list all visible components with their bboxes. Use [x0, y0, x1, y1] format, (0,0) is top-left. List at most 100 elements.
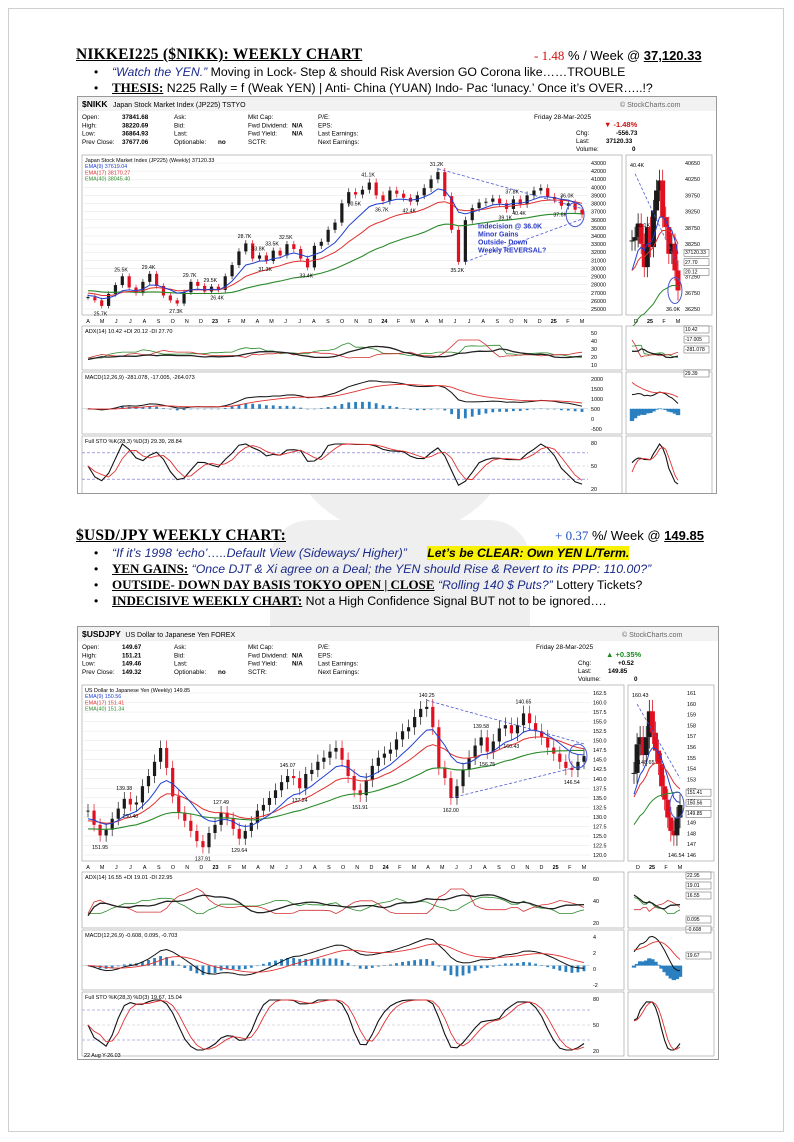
side-ema9-line: [631, 216, 679, 271]
side-value-tag: 10.42: [685, 327, 698, 333]
candle-body: [196, 281, 200, 286]
quote-label: Bid:: [174, 652, 185, 659]
quote-label: Low:: [82, 131, 96, 138]
macd-histogram-bar: [292, 957, 296, 966]
side-candle-body: [646, 711, 652, 738]
quote-label: Prev Close:: [82, 669, 115, 676]
adx-label: ADX(14) 16.55 +DI 19.01 -DI 22.95: [85, 875, 173, 881]
macd-histogram-bar: [251, 403, 255, 409]
side-value-tag-box: [685, 871, 712, 880]
x-axis-tick: O: [171, 319, 175, 325]
side-macd-histogram-bar: [671, 965, 677, 981]
candle-body: [425, 706, 429, 709]
price-label: 29.5K: [204, 278, 218, 284]
sto-label: Full STO %K(28,3) %D(3) 19.67, 15.04: [85, 995, 182, 1001]
nikkei-change-pct: - 1.48: [534, 48, 565, 63]
bullet-text: Lottery Tickets?: [552, 578, 643, 592]
side-x-axis-tick: F: [662, 319, 666, 325]
macd-histogram-bar: [560, 408, 563, 411]
candle-body: [122, 798, 126, 809]
macd-histogram-bar: [189, 408, 193, 410]
side-candle-body: [659, 763, 665, 787]
side-value-tag-box: [685, 810, 712, 818]
candle-body: [364, 780, 368, 796]
quote-value: N/A: [292, 122, 303, 129]
candle-body: [165, 747, 169, 768]
price-label: 137.24: [292, 798, 308, 804]
x-axis-tick: A: [313, 865, 317, 871]
macd-histogram-bar: [532, 408, 536, 410]
macd-histogram-bar: [425, 959, 429, 966]
macd-histogram-bar: [237, 965, 241, 970]
side-minus-di-line: [631, 339, 679, 358]
side-macd-histogram-bar: [675, 408, 681, 416]
candle-body: [381, 195, 385, 201]
side-value-tag-box: [685, 788, 712, 797]
side-candle-body: [632, 237, 638, 241]
macd-histogram-bar: [457, 408, 460, 419]
quote-label: SCTR:: [248, 669, 267, 676]
candle-body: [279, 782, 284, 791]
macd-histogram-bar: [216, 408, 220, 410]
price-label: 145.07: [280, 763, 296, 769]
candle-body: [292, 776, 296, 779]
side-value-tag-box: [685, 799, 712, 807]
macd-histogram-bar: [286, 957, 290, 966]
side-value-tag-box: [683, 345, 710, 354]
sto-d-line: [87, 443, 583, 481]
usdjpy-weekly-chart: $USDJPY US Dollar to Japanese Yen FOREX © …: [78, 627, 718, 1059]
candle-body: [292, 244, 296, 250]
candle-body: [534, 723, 538, 732]
side-value-tag: 149.85: [687, 811, 703, 817]
macd-histogram-bar: [437, 965, 441, 967]
x-axis-tick: D: [368, 319, 372, 325]
bullet-lead: YEN GAINS:: [112, 561, 189, 576]
side-macd-histogram-bar: [650, 959, 655, 966]
date-range-footer: 22 Aug Y-26.03: [84, 1053, 121, 1059]
x-axis-tick: J: [129, 865, 132, 871]
macd-histogram-bar: [322, 958, 326, 966]
side-macd-histogram-bar: [642, 408, 647, 415]
candle-body: [316, 761, 320, 770]
minus-di-line: [87, 339, 583, 359]
candle-body: [406, 727, 411, 732]
legend-entry: EMA(40) 38045.40: [85, 177, 130, 183]
side-x-axis-tick: D: [636, 865, 640, 871]
list-item: OUTSIDE- DOWN DAY BASIS TOKYO OPEN | CLO…: [90, 577, 651, 593]
side-highlight-circle: [667, 276, 683, 304]
side-axis-tick: 147: [687, 842, 696, 848]
side-candle-body: [643, 737, 649, 756]
legend-entry: EMA(17) 151.41: [85, 700, 124, 706]
quote-label: Last Earnings:: [318, 661, 359, 668]
side-macd-histogram-bar: [660, 408, 665, 410]
macd-histogram-bar: [510, 963, 513, 966]
macd-axis-tick: 500: [591, 407, 600, 413]
macd-histogram-bar: [319, 408, 323, 409]
candle-body: [100, 300, 104, 306]
candle-body: [257, 255, 262, 259]
chart-date: Friday 28-Mar-2025: [534, 114, 591, 121]
price-axis-tick: 140.0: [593, 777, 607, 783]
x-axis-tick: M: [242, 865, 247, 871]
candle-body: [467, 757, 471, 770]
macd-histogram-bar: [196, 408, 200, 410]
x-axis-tick: S: [327, 865, 331, 871]
side-axis-tick: 40250: [685, 177, 700, 183]
side-macd-signal-line: [633, 941, 681, 960]
candle-body: [539, 188, 543, 191]
side-macd-histogram-bar: [629, 408, 635, 421]
candle-body: [485, 737, 489, 752]
macd-axis-tick: 0: [591, 417, 594, 423]
legend-entry: Japan Stock Market Index (JP225) (Weekly…: [85, 158, 214, 164]
adx-line: [87, 894, 585, 917]
price-label: 151.91: [352, 805, 368, 811]
quote-value: N/A: [292, 661, 303, 668]
candle-body: [93, 297, 97, 301]
candle-body: [525, 195, 529, 205]
price-axis-tick: 152.5: [593, 729, 607, 735]
side-axis-tick: 39250: [685, 210, 700, 216]
quote-label: Fwd Yield:: [248, 131, 277, 138]
side-sto-k-line: [633, 1001, 681, 1051]
price-label: 33.5K: [265, 241, 279, 247]
side-axis-tick: 146: [687, 853, 696, 859]
